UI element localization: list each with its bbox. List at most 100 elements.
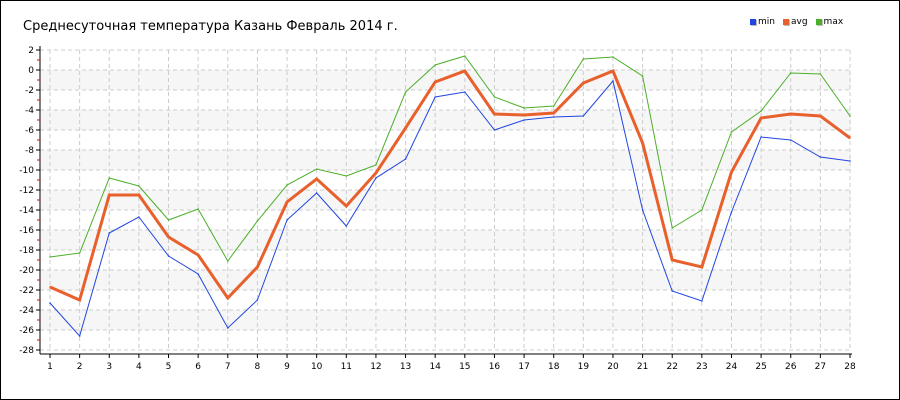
- data-point-avg: [167, 236, 170, 238]
- data-point-max: [197, 208, 199, 210]
- y-tick-label: 2: [28, 46, 34, 56]
- data-point-avg: [434, 81, 436, 83]
- data-point-avg: [612, 70, 614, 72]
- data-point-max: [226, 260, 229, 262]
- data-point-min: [523, 119, 525, 121]
- data-point-min: [849, 160, 851, 162]
- x-tick-label: 9: [284, 362, 290, 372]
- x-tick-label: 4: [136, 362, 142, 372]
- data-point-min: [138, 216, 140, 218]
- x-tick-label: 12: [370, 362, 381, 372]
- legend-item-max: max: [815, 17, 844, 27]
- data-point-max: [256, 220, 259, 222]
- data-point-max: [138, 185, 140, 187]
- data-point-avg: [789, 113, 792, 115]
- data-point-min: [464, 91, 466, 93]
- x-tick-label: 8: [255, 362, 261, 372]
- data-point-avg: [819, 115, 822, 117]
- data-point-min: [552, 116, 555, 118]
- grid-band: [41, 230, 851, 250]
- data-point-min: [582, 115, 585, 117]
- data-point-min: [375, 177, 377, 179]
- data-point-min: [789, 139, 792, 141]
- y-tick-label: -18: [19, 246, 34, 256]
- data-point-max: [582, 58, 585, 60]
- data-point-max: [493, 96, 496, 98]
- data-point-max: [523, 107, 525, 109]
- data-point-min: [256, 299, 259, 301]
- data-point-avg: [286, 201, 288, 203]
- y-tick-label: -14: [19, 206, 34, 216]
- y-tick-label: -22: [19, 286, 34, 296]
- data-point-min: [701, 300, 703, 302]
- y-tick-label: -4: [25, 106, 34, 116]
- data-point-max: [315, 168, 318, 170]
- y-tick-label: -26: [19, 326, 34, 336]
- data-point-avg: [849, 137, 851, 139]
- x-tick-label: 14: [429, 362, 441, 372]
- data-point-min: [730, 211, 733, 213]
- y-tick-label: -6: [25, 126, 34, 136]
- data-point-max: [464, 55, 466, 57]
- x-tick-label: 23: [696, 362, 707, 372]
- data-point-avg: [760, 117, 762, 119]
- data-point-min: [612, 80, 614, 82]
- data-point-avg: [315, 178, 318, 180]
- data-point-avg: [78, 299, 81, 301]
- data-point-max: [375, 164, 377, 166]
- data-point-avg: [138, 194, 140, 196]
- data-point-min: [315, 192, 318, 194]
- legend-item-avg: avg: [782, 17, 808, 27]
- data-point-avg: [523, 114, 525, 116]
- x-tick-label: 13: [400, 362, 411, 372]
- data-point-min: [197, 273, 199, 275]
- data-point-avg: [671, 259, 674, 261]
- x-tick-label: 24: [726, 362, 738, 372]
- data-point-min: [404, 158, 407, 160]
- x-tick-label: 3: [106, 362, 112, 372]
- legend-swatch: [782, 19, 789, 25]
- data-point-min: [78, 335, 81, 337]
- x-tick-label: 11: [341, 362, 352, 372]
- y-tick-label: -24: [19, 306, 34, 316]
- x-tick-label: 2: [77, 362, 83, 372]
- data-point-avg: [197, 254, 199, 256]
- data-point-max: [167, 219, 170, 221]
- data-point-avg: [730, 171, 733, 173]
- chart-title: Среднесуточная температура Казань Феврал…: [23, 19, 398, 34]
- data-point-max: [78, 252, 81, 254]
- data-point-min: [819, 156, 822, 158]
- data-point-avg: [49, 286, 51, 288]
- data-point-max: [612, 56, 614, 58]
- x-tick-label: 21: [637, 362, 648, 372]
- data-point-max: [819, 73, 822, 75]
- legend-label: max: [823, 17, 844, 27]
- data-point-avg: [641, 142, 644, 144]
- series-line-min: [49, 79, 851, 338]
- x-tick-label: 1: [47, 362, 53, 372]
- data-point-min: [760, 136, 762, 138]
- data-point-max: [108, 177, 111, 179]
- data-point-avg: [404, 127, 407, 129]
- data-point-max: [641, 75, 644, 77]
- grid-band: [41, 110, 851, 130]
- data-point-min: [671, 290, 674, 292]
- data-point-min: [434, 96, 436, 98]
- legend-swatch: [750, 19, 756, 25]
- x-tick-label: 17: [518, 362, 529, 372]
- data-point-max: [730, 131, 733, 133]
- legend: min avg max: [750, 17, 843, 27]
- x-tick-label: 22: [666, 362, 677, 372]
- data-point-min: [226, 327, 229, 329]
- data-point-min: [286, 219, 288, 221]
- x-tick-label: 26: [785, 362, 797, 372]
- series-line-max: [49, 55, 851, 262]
- data-point-max: [701, 209, 703, 211]
- x-tick-label: 28: [844, 362, 856, 372]
- data-point-avg: [256, 266, 259, 268]
- x-tick-label: 16: [489, 362, 501, 372]
- grid-band: [41, 190, 851, 210]
- x-tick-label: 7: [225, 362, 231, 372]
- data-point-min: [641, 209, 644, 211]
